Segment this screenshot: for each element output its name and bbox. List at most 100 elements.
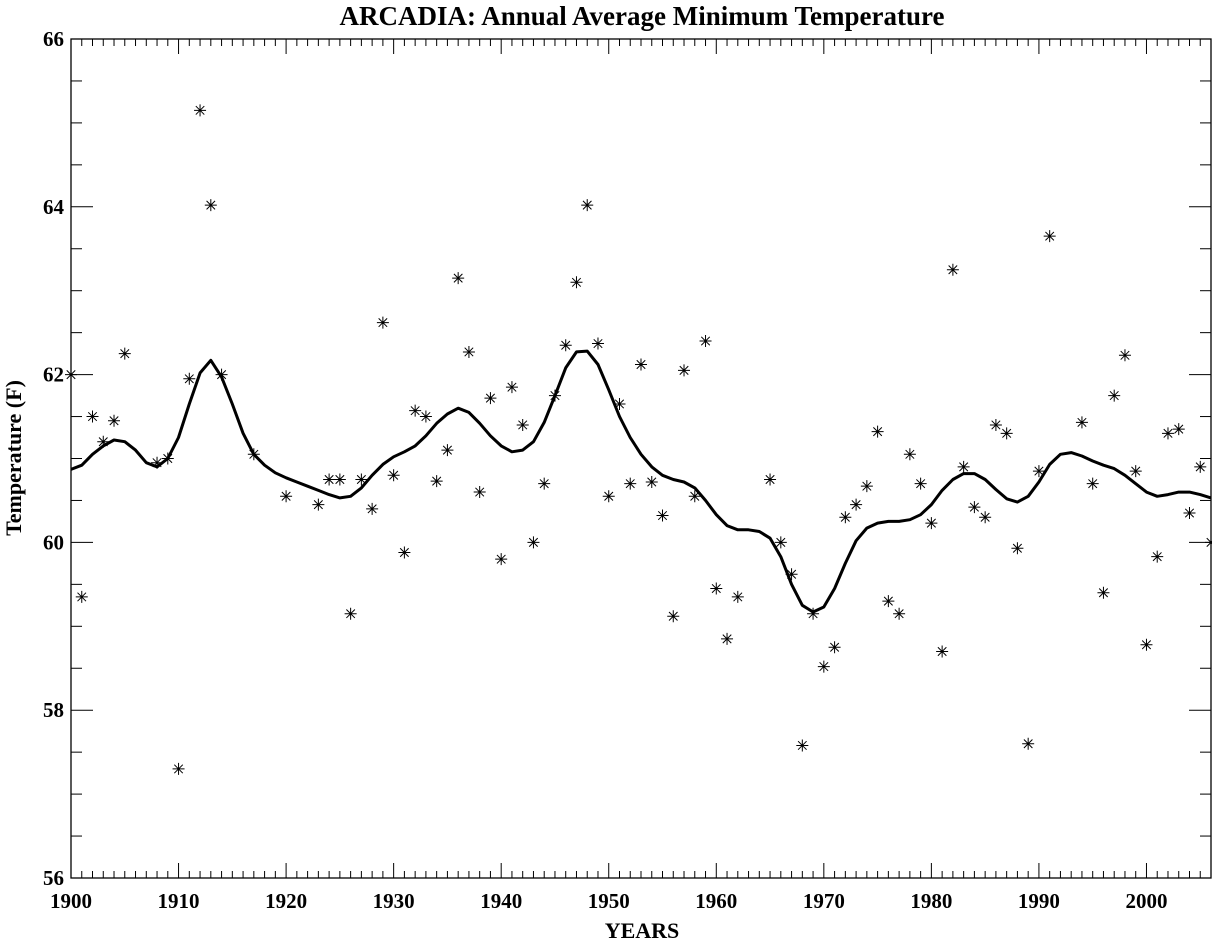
data-point-marker [516,418,529,431]
data-point-marker [946,263,959,276]
x-tick-labels: 1900 1910 1920 1930 1940 1950 1960 1970 1980 1990… [50,889,1167,913]
data-point-marker [1043,230,1056,243]
data-point-marker [65,368,77,381]
x-tick-label: 1970 [803,889,845,913]
data-point-marker [1032,465,1045,478]
data-point-marker [817,660,830,673]
data-point-marker [828,641,841,654]
data-point-marker [527,536,540,549]
data-point-marker [344,607,357,620]
data-point-marker [355,473,368,486]
data-point-marker [538,477,551,490]
data-point-marker [548,389,561,402]
data-point-marker [678,364,691,377]
data-point-marker [1108,389,1121,402]
data-point-marker [860,480,873,493]
data-point-marker [86,410,99,423]
data-point-marker [989,418,1002,431]
data-point-marker [796,739,809,752]
data-point-marker [807,607,820,620]
data-point-marker [1129,465,1142,478]
data-point-marker [559,339,572,352]
data-point-marker [645,475,658,488]
data-point-marker [1022,737,1035,750]
data-point-marker [591,337,604,350]
smoothed-line [70,349,1212,614]
data-point-marker [1086,477,1099,490]
data-point-marker [1140,638,1153,651]
data-point-marker [936,645,949,658]
data-point-marker [839,511,852,524]
data-point-marker [376,316,389,329]
data-point-marker [430,475,443,488]
data-point-marker [1172,423,1185,436]
data-point-marker [764,473,777,486]
data-point-marker [505,381,518,394]
data-point-marker [452,272,465,285]
axis-ticks [70,38,1212,879]
data-point-marker [323,473,336,486]
data-point-marker [75,590,88,603]
data-point-marker [635,358,647,371]
y-tick-labels: 56 58 60 62 64 66 [43,27,65,890]
x-axis-label: YEARS [605,918,680,943]
data-point-marker [914,477,927,490]
data-point-marker [893,607,906,620]
data-point-marker [194,104,207,117]
x-tick-label: 1920 [265,889,307,913]
data-point-marker [667,610,680,623]
data-point-marker [871,425,884,438]
y-tick-label: 62 [43,363,64,387]
y-tick-label: 58 [43,698,64,722]
data-point-marker [419,410,432,423]
data-point-marker [441,444,454,457]
y-tick-label: 56 [43,866,64,890]
x-tick-label: 2000 [1125,889,1167,913]
data-point-marker [247,448,260,461]
data-point-marker [484,392,497,405]
x-tick-label: 1990 [1018,889,1060,913]
x-tick-label: 1980 [910,889,952,913]
data-point-marker [473,486,486,499]
data-point-marker [785,568,798,581]
data-point-marker [398,546,411,559]
data-point-marker [710,582,723,595]
data-point-marker [366,502,379,515]
data-point-marker [118,347,131,360]
x-tick-label: 1940 [480,889,522,913]
x-tick-label: 1960 [695,889,737,913]
data-point-marker [957,460,970,473]
data-point-marker [151,456,164,469]
data-point-marker [462,345,475,358]
data-point-marker [850,498,863,511]
x-tick-label: 1950 [588,889,630,913]
y-axis-label: Temperature (F) [1,380,26,536]
data-point-marker [97,435,110,448]
data-point-marker [280,490,293,503]
data-point-marker [204,199,217,212]
x-tick-label: 1910 [158,889,200,913]
data-point-marker [312,498,325,511]
y-tick-label: 66 [43,27,64,51]
data-point-marker [731,590,744,603]
y-tick-label: 60 [43,530,64,554]
data-point-marker [1118,349,1131,362]
data-point-marker [979,511,992,524]
data-point-marker [1194,460,1207,473]
data-point-marker [1011,542,1024,555]
chart-title: ARCADIA: Annual Average Minimum Temperat… [340,1,945,31]
data-point-marker [1075,416,1088,429]
data-point-marker [602,490,615,503]
data-point-marker [172,762,185,775]
data-point-marker [409,404,422,417]
data-point-marker [581,199,594,212]
data-point-marker [656,509,669,522]
data-point-marker [925,517,938,530]
x-tick-label: 1900 [50,889,92,913]
data-point-marker [688,490,701,503]
y-tick-label: 64 [43,195,65,219]
data-point-marker [183,372,196,385]
data-point-marker [882,595,895,608]
data-point-marker [1151,550,1164,563]
